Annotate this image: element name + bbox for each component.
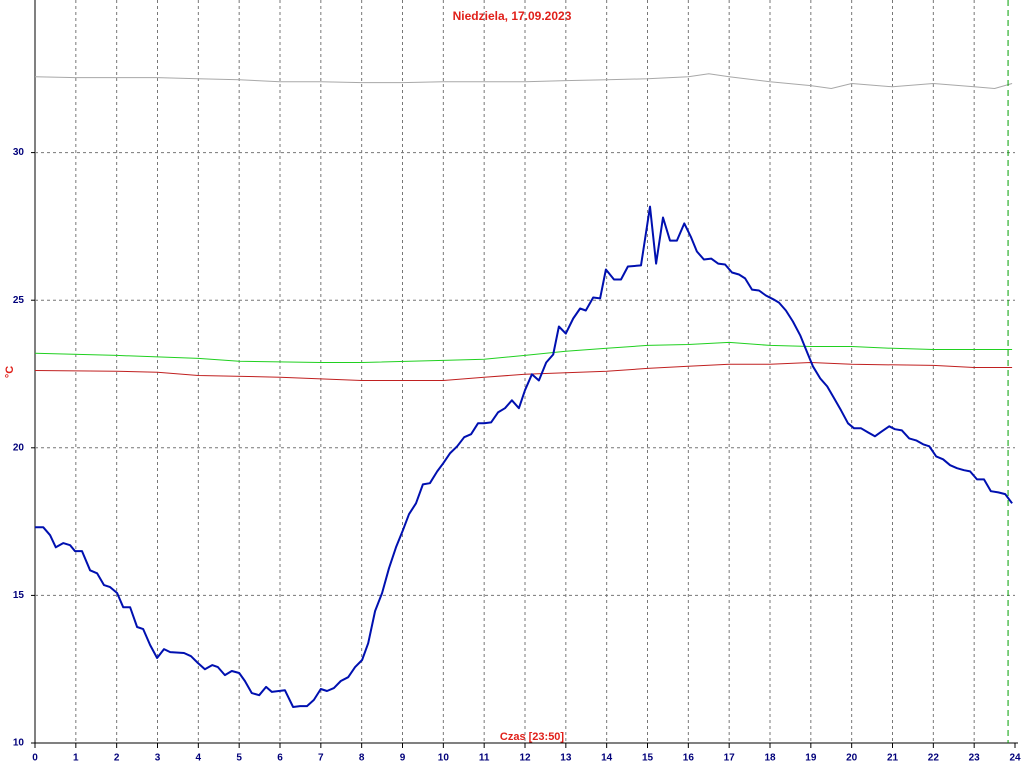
y-axis-label: °C — [4, 366, 16, 378]
x-tick-label: 3 — [155, 753, 161, 764]
x-tick-label: 6 — [277, 753, 283, 764]
x-tick-label: 22 — [928, 753, 940, 764]
series-line — [34, 341, 1013, 363]
y-tick-label: 25 — [13, 295, 25, 306]
y-tick-label: 30 — [13, 147, 25, 158]
series-line — [34, 362, 1013, 381]
x-tick-label: 21 — [887, 753, 899, 764]
x-tick-label: 1 — [73, 753, 79, 764]
x-tick-label: 5 — [236, 753, 242, 764]
x-tick-label: 19 — [805, 753, 817, 764]
x-tick-label: 0 — [32, 753, 38, 764]
x-tick-label: 17 — [724, 753, 736, 764]
y-tick-label: 20 — [13, 442, 25, 453]
x-tick-label: 16 — [683, 753, 695, 764]
x-tick-label: 10 — [438, 753, 450, 764]
x-tick-label: 11 — [479, 753, 490, 764]
chart-title: Niedziela, 17.09.2023 — [453, 9, 572, 23]
series-line — [34, 73, 1013, 89]
x-tick-label: 7 — [318, 753, 324, 764]
series-line — [35, 205, 1013, 708]
x-tick-label: 14 — [601, 753, 613, 764]
x-tick-label: 9 — [400, 753, 406, 764]
x-tick-label: 23 — [969, 753, 981, 764]
x-tick-label: 13 — [560, 753, 572, 764]
x-tick-label: 20 — [846, 753, 858, 764]
x-tick-label: 12 — [519, 753, 531, 764]
y-tick-label: 10 — [13, 738, 25, 749]
x-axis-label: Czas [23:50] — [500, 731, 565, 743]
x-tick-label: 15 — [642, 753, 654, 764]
y-tick-label: 15 — [13, 590, 25, 601]
x-tick-label: 24 — [1009, 753, 1021, 764]
x-tick-label: 8 — [359, 753, 365, 764]
x-tick-label: 2 — [114, 753, 120, 764]
x-tick-label: 18 — [764, 753, 776, 764]
x-tick-label: 4 — [196, 753, 202, 764]
